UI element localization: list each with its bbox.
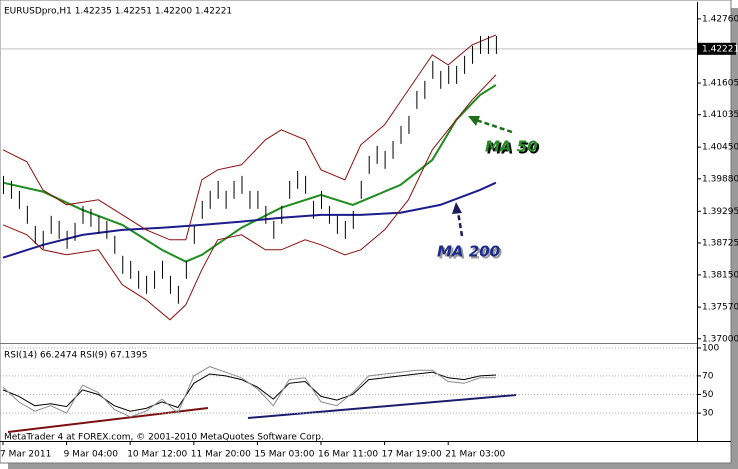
y-tick-label: 1.41035 [702, 110, 738, 120]
last-price-label: 1.42221 [702, 44, 738, 54]
x-tick-label: 11 Mar 20:00 [191, 450, 251, 460]
y-tick-label: 1.42760 [702, 14, 738, 24]
y-tick-label: 1.37000 [702, 334, 738, 344]
chart-header: EURUSDpro,H1 1.42235 1.42251 1.42200 1.4… [4, 7, 232, 17]
y-tick-label: 1.38725 [702, 238, 738, 248]
x-tick-label: 7 Mar 2011 [0, 450, 51, 460]
y-tick-label: 100 [702, 344, 719, 354]
ma50-label: MA 50 [485, 138, 538, 156]
ma200-label: MA 200 [437, 243, 500, 261]
y-tick-label: 1.40450 [702, 143, 738, 153]
x-tick-label: 16 Mar 11:00 [318, 450, 378, 460]
indicator-line [2, 74, 497, 321]
ma200-label-shadow: MA 200 [439, 245, 502, 263]
y-tick-label: 30 [702, 409, 714, 419]
y-tick-label: 1.39295 [702, 207, 738, 217]
y-tick-label: 1.39880 [702, 174, 738, 184]
x-tick-label: 21 Mar 03:00 [445, 450, 505, 460]
ma50-arrow [475, 118, 513, 134]
y-tick-label: 1.38150 [702, 270, 738, 280]
rsi-trendline [7, 407, 209, 433]
rsi-label: RSI(14) 66.2474 RSI(9) 67.1395 [4, 351, 147, 361]
y-tick-label: 1.37570 [702, 303, 738, 313]
ma200-arrow [456, 211, 464, 237]
rsi-trendline [247, 394, 517, 419]
indicator-line [2, 181, 497, 259]
ma200-arrowhead [452, 202, 462, 214]
y-tick-label: 1.41605 [702, 79, 738, 89]
y-tick-label: 70 [702, 371, 714, 381]
y-tick-label: 50 [702, 390, 714, 400]
x-tick-label: 17 Mar 19:00 [382, 450, 442, 460]
last-price-box [698, 42, 736, 55]
copyright: MetaTrader 4 at FOREX.com, © 2001-2010 M… [4, 433, 324, 443]
x-tick-label: 9 Mar 04:00 [64, 450, 119, 460]
x-tick-label: 10 Mar 12:00 [127, 450, 187, 460]
ma50-arrowhead [468, 116, 480, 126]
ma50-label-shadow: MA 50 [487, 140, 540, 158]
indicator-line [2, 366, 496, 418]
x-tick-label: 15 Mar 03:00 [254, 450, 314, 460]
indicator-line [2, 34, 497, 241]
